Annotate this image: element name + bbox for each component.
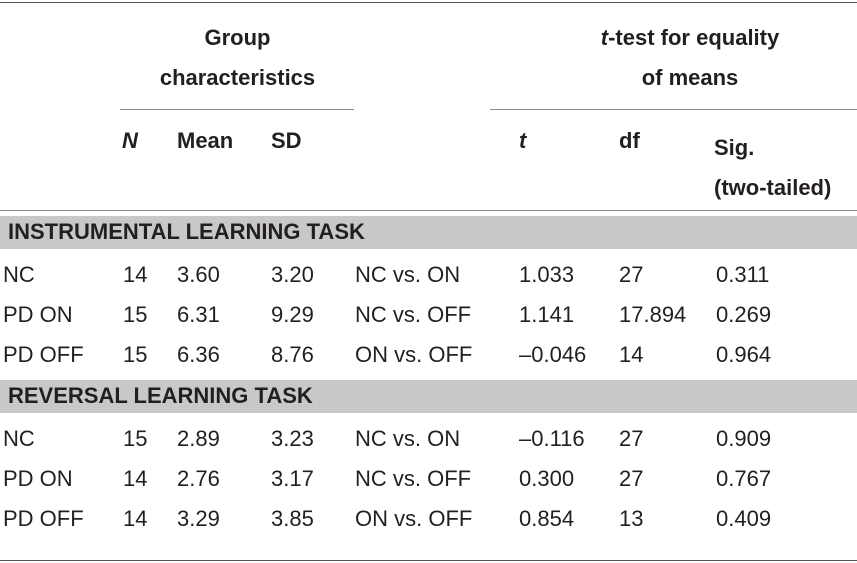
cell-sd: 3.20 [271, 262, 314, 287]
ttest-header-line1: t-test for equality [525, 18, 855, 58]
col-n: N [122, 128, 138, 154]
cell-comparison: NC vs. OFF [355, 302, 472, 327]
cell-mean: 3.60 [177, 262, 220, 287]
top-rule [0, 2, 857, 3]
section-title-reversal: REVERSAL LEARNING TASK [8, 383, 313, 408]
bottom-rule [0, 560, 857, 561]
cell-n: 15 [123, 426, 148, 451]
cell-group: NC [3, 426, 35, 451]
col-sig-line1: Sig. [714, 135, 755, 160]
cell-mean: 3.29 [177, 506, 220, 531]
cell-sd: 8.76 [271, 342, 314, 367]
cell-group: PD OFF [3, 506, 84, 531]
cell-mean: 2.89 [177, 426, 220, 451]
group-header-line2: characteristics [159, 65, 316, 90]
col-n-label: N [122, 128, 138, 153]
cell-comparison: ON vs. OFF [355, 506, 473, 531]
cell-sd: 3.85 [271, 506, 314, 531]
cell-t: 1.141 [519, 302, 575, 327]
col-df: df [619, 128, 640, 153]
cell-sd: 3.23 [271, 426, 314, 451]
cell-sig: 0.311 [716, 262, 770, 287]
group-header-line1: Group [204, 25, 271, 50]
ttest-header-t: t [600, 25, 609, 50]
cell-n: 14 [123, 466, 148, 491]
group-span-rule [120, 109, 354, 110]
cell-t: –0.046 [519, 342, 587, 367]
col-t-label: t [519, 128, 527, 153]
cell-sig: 0.964 [716, 342, 772, 367]
cell-group: PD ON [3, 302, 73, 327]
cell-t: 1.033 [519, 262, 575, 287]
cell-df: 27 [619, 426, 644, 451]
cell-comparison: NC vs. ON [355, 262, 461, 287]
cell-n: 14 [123, 506, 148, 531]
cell-df: 14 [619, 342, 644, 367]
cell-group: PD ON [3, 466, 73, 491]
cell-sd: 9.29 [271, 302, 314, 327]
ttest-span-rule [490, 109, 857, 110]
group-characteristics-header: Group characteristics [120, 18, 355, 98]
cell-t: –0.116 [519, 426, 585, 451]
cell-n: 15 [123, 342, 148, 367]
cell-sig: 0.909 [716, 426, 772, 451]
cell-mean: 2.76 [177, 466, 220, 491]
col-sig: Sig. (two-tailed) [714, 128, 831, 208]
cell-sig: 0.409 [716, 506, 772, 531]
cell-n: 14 [123, 262, 148, 287]
cell-n: 15 [123, 302, 148, 327]
cell-mean: 6.36 [177, 342, 220, 367]
col-t: t [519, 128, 526, 154]
section-band-instrumental [0, 216, 857, 249]
ttest-header: t-test for equality of means [525, 18, 855, 98]
cell-sig: 0.269 [716, 302, 772, 327]
cell-df: 27 [619, 262, 644, 287]
ttest-header-line2: of means [641, 65, 739, 90]
cell-sig: 0.767 [716, 466, 772, 491]
col-mean: Mean [177, 128, 234, 153]
section-title-instrumental: INSTRUMENTAL LEARNING TASK [8, 219, 365, 244]
col-sig-line2: (two-tailed) [714, 175, 832, 200]
cell-sd: 3.17 [271, 466, 314, 491]
section-band-reversal [0, 380, 857, 413]
cell-group: PD OFF [3, 342, 84, 367]
cell-comparison: NC vs. OFF [355, 466, 472, 491]
cell-comparison: ON vs. OFF [355, 342, 473, 367]
cell-t: 0.300 [519, 466, 575, 491]
col-sd: SD [271, 128, 302, 153]
cell-group: NC [3, 262, 35, 287]
header-bottom-rule [0, 210, 857, 211]
cell-df: 27 [619, 466, 644, 491]
cell-df: 13 [619, 506, 644, 531]
cell-t: 0.854 [519, 506, 575, 531]
cell-mean: 6.31 [177, 302, 220, 327]
cell-comparison: NC vs. ON [355, 426, 461, 451]
ttest-header-rest: -test for equality [608, 25, 780, 50]
cell-df: 17.894 [619, 302, 687, 327]
